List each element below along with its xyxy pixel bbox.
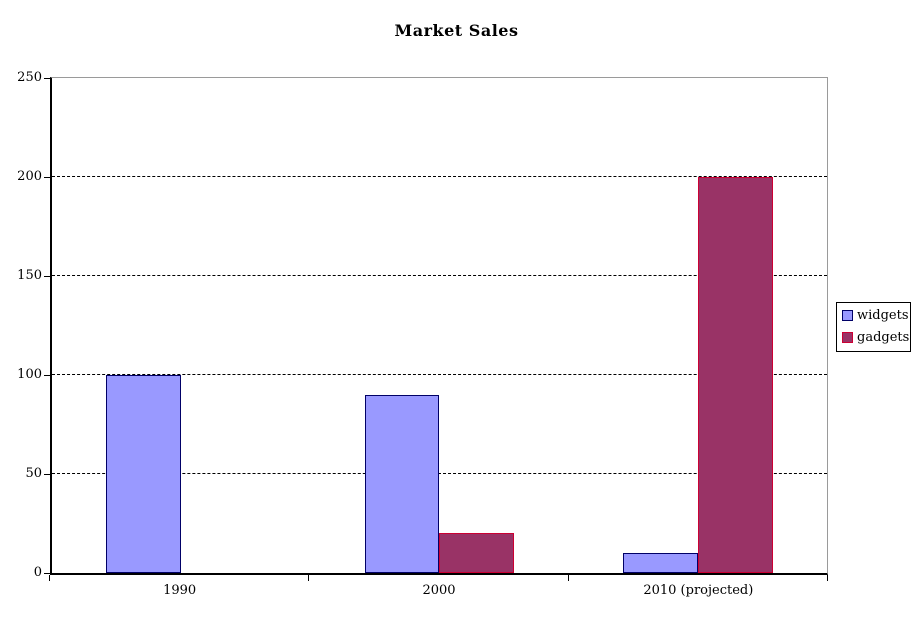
x-axis-label-2000: 2000 (422, 583, 456, 598)
x-axis-tick-0 (49, 575, 50, 581)
legend-swatch-widgets (842, 310, 853, 321)
bar-widgets-2000 (364, 394, 440, 573)
gridlines-layer (52, 78, 827, 573)
category-1990 (52, 78, 310, 573)
y-axis-labels: 0 50 100 150 200 250 (0, 70, 42, 580)
gridline-200 (52, 176, 827, 177)
legend-item-widgets: widgets (842, 308, 909, 323)
y-axis-label-200: 200 (17, 169, 42, 184)
legend-item-gadgets: gadgets (842, 330, 910, 345)
y-axis-tick-250 (44, 78, 50, 79)
y-axis-tick-0 (44, 573, 50, 574)
x-axis-tick-3 (827, 575, 828, 581)
gridline-50 (52, 473, 827, 474)
category-2000 (310, 78, 568, 573)
bar-widgets-2010 (projected) (622, 553, 698, 573)
gridline-100 (52, 374, 827, 375)
bar-widgets-1990 (106, 375, 182, 573)
x-axis-tick-1 (308, 575, 310, 581)
bars-layer (52, 78, 827, 573)
y-axis-tick-200 (44, 177, 50, 178)
legend-swatch-gadgets (842, 332, 853, 343)
legend: widgets gadgets (836, 302, 911, 352)
plot-area (50, 77, 828, 575)
chart-title: Market Sales (394, 21, 519, 40)
x-axis-label-1990: 1990 (163, 583, 197, 598)
y-axis-label-150: 150 (17, 268, 42, 283)
x-axis-labels: 1990 2000 2010 (projected) (50, 583, 828, 598)
bar-gadgets-2010 (projected) (697, 177, 773, 573)
bar-gadgets-2000 (439, 533, 515, 573)
legend-label-widgets: widgets (857, 308, 909, 323)
y-axis-label-250: 250 (17, 70, 42, 85)
y-axis-tick-50 (44, 474, 50, 475)
x-axis-ticks (49, 575, 828, 581)
x-axis-label-2010 (projected): 2010 (projected) (643, 583, 754, 598)
y-axis-tick-100 (44, 375, 50, 376)
y-axis-label-50: 50 (25, 466, 42, 481)
y-axis-label-100: 100 (17, 367, 42, 382)
legend-label-gadgets: gadgets (857, 330, 910, 345)
y-axis-ticks (44, 78, 50, 574)
y-axis-tick-150 (44, 276, 50, 277)
x-axis-tick-2 (567, 575, 569, 581)
y-axis-label-0: 0 (33, 565, 42, 580)
category-2010 (projected) (569, 78, 827, 573)
gridline-150 (52, 275, 827, 276)
